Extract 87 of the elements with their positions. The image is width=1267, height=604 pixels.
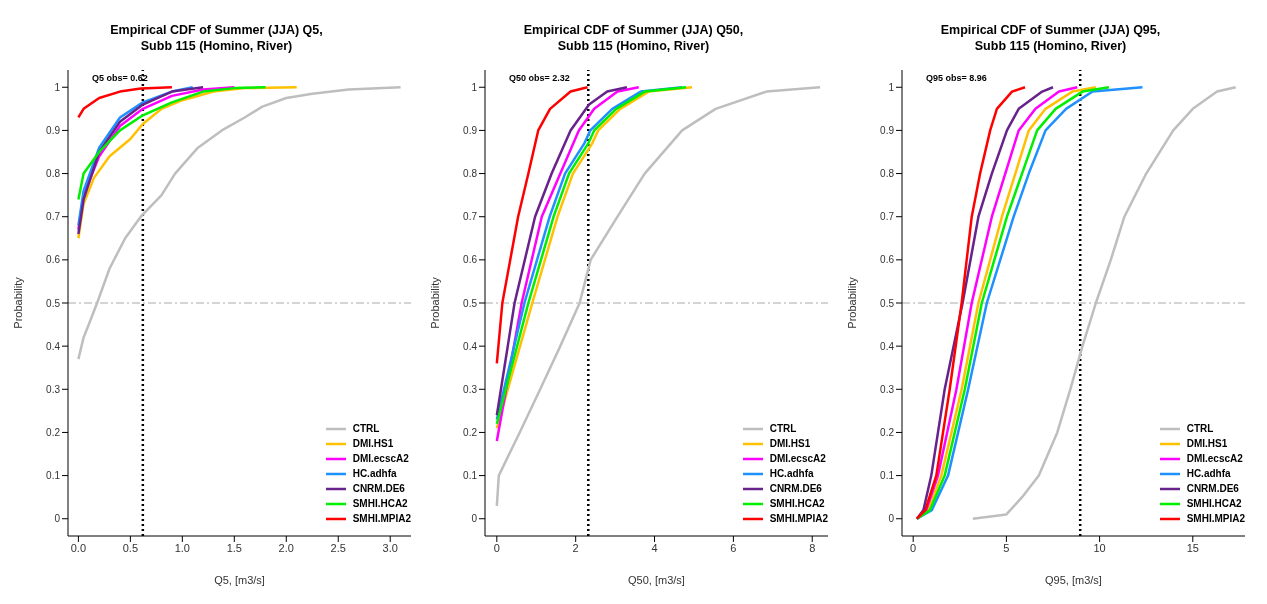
legend-label: CNRM.DE6 xyxy=(769,483,822,494)
x-tick-label: 10 xyxy=(1093,541,1106,554)
y-tick-label: 0.4 xyxy=(463,340,478,352)
y-tick-label: 0.3 xyxy=(46,383,61,395)
legend-label: CTRL xyxy=(1186,423,1214,434)
y-tick-label: 0.8 xyxy=(880,168,895,180)
legend-label: HC.adhfa xyxy=(1186,468,1231,479)
y-tick-label: 0.8 xyxy=(463,168,478,180)
legend-label: DMI.HS1 xyxy=(352,438,394,449)
x-tick-label: 0.0 xyxy=(70,541,87,554)
x-tick-label: 0.5 xyxy=(122,541,139,554)
line-series xyxy=(77,86,174,119)
y-tick-label: 1 xyxy=(471,81,478,93)
x-tick-label: 2.0 xyxy=(278,541,294,554)
annotation: Q95 obs= 8.96 xyxy=(926,73,987,83)
legend-label: DMI.HS1 xyxy=(1186,438,1228,449)
y-tick-label: 0.7 xyxy=(463,211,478,223)
y-tick-label: 1 xyxy=(54,81,61,93)
y-tick-label: 1 xyxy=(888,81,895,93)
y-tick-label: 0.5 xyxy=(463,297,478,309)
y-tick-label: 0.3 xyxy=(880,383,895,395)
y-axis-title: Probability xyxy=(845,276,858,329)
y-tick-label: 0.6 xyxy=(463,254,478,266)
y-axis-title: Probability xyxy=(11,276,24,329)
y-axis-title: Probability xyxy=(428,276,441,329)
y-tick-label: 0.2 xyxy=(463,426,478,438)
y-tick-label: 0.8 xyxy=(46,168,61,180)
line-series xyxy=(77,86,402,361)
x-tick-label: 0 xyxy=(910,541,917,554)
annotation: Q5 obs= 0.62 xyxy=(92,73,148,83)
legend-label: DMI.HS1 xyxy=(769,438,811,449)
legend-label: DMI.ecscA2 xyxy=(769,453,826,464)
y-tick-label: 0.9 xyxy=(880,124,895,136)
y-tick-label: 0.5 xyxy=(880,297,895,309)
y-tick-label: 0.3 xyxy=(463,383,478,395)
x-tick-label: 8 xyxy=(809,541,816,554)
legend-label: CTRL xyxy=(352,423,380,434)
y-tick-label: 0.9 xyxy=(46,124,61,136)
legend-label: SMHI.MPIA2 xyxy=(1186,513,1245,524)
x-axis-title: Q5, [m3/s] xyxy=(214,574,265,586)
x-tick-label: 6 xyxy=(730,541,737,554)
x-tick-label: 3.0 xyxy=(382,541,398,554)
legend-label: SMHI.HCA2 xyxy=(769,498,825,509)
legend-label: SMHI.MPIA2 xyxy=(769,513,828,524)
y-tick-label: 0.1 xyxy=(463,470,478,482)
x-tick-label: 1.5 xyxy=(226,541,242,554)
y-tick-label: 0.5 xyxy=(46,297,61,309)
y-tick-label: 0 xyxy=(888,513,895,525)
legend-label: HC.adhfa xyxy=(769,468,814,479)
y-tick-label: 0.9 xyxy=(463,124,478,136)
y-tick-label: 0 xyxy=(54,513,61,525)
legend-label: CTRL xyxy=(769,423,797,434)
chart-title: Empirical CDF of Summer (JJA) Q5, Subb 115 (Homino, River) xyxy=(109,22,324,54)
legend-label: SMHI.MPIA2 xyxy=(352,513,411,524)
x-tick-label: 0 xyxy=(493,541,500,554)
y-tick-label: 0.4 xyxy=(880,340,895,352)
y-tick-label: 0.1 xyxy=(46,470,61,482)
x-tick-label: 4 xyxy=(651,541,658,554)
x-tick-label: 2 xyxy=(572,541,579,554)
y-tick-label: 0.1 xyxy=(880,470,895,482)
y-tick-label: 0.4 xyxy=(46,340,61,352)
line-series xyxy=(495,86,589,365)
legend-label: SMHI.HCA2 xyxy=(352,498,408,509)
x-axis-title: Q50, [m3/s] xyxy=(628,574,685,586)
x-tick-label: 5 xyxy=(1003,541,1010,554)
line-series xyxy=(915,86,1027,520)
y-tick-label: 0.2 xyxy=(880,426,895,438)
x-axis-title: Q95, [m3/s] xyxy=(1045,574,1102,586)
legend-label: CNRM.DE6 xyxy=(1186,483,1239,494)
legend-label: HC.adhfa xyxy=(352,468,397,479)
annotation: Q50 obs= 2.32 xyxy=(509,73,570,83)
y-tick-label: 0.7 xyxy=(880,211,895,223)
x-tick-label: 2.5 xyxy=(330,541,346,554)
y-tick-label: 0.2 xyxy=(46,426,61,438)
legend-label: DMI.ecscA2 xyxy=(1186,453,1243,464)
y-tick-label: 0.6 xyxy=(46,254,61,266)
y-tick-label: 0.6 xyxy=(880,254,895,266)
line-series xyxy=(77,86,267,201)
y-tick-label: 0 xyxy=(471,513,478,525)
x-tick-label: 15 xyxy=(1186,541,1199,554)
y-tick-label: 0.7 xyxy=(46,211,61,223)
legend-label: DMI.ecscA2 xyxy=(352,453,409,464)
chart-title: Empirical CDF of Summer (JJA) Q95, Subb 115 (Homino, River) xyxy=(939,22,1162,54)
x-tick-label: 1.0 xyxy=(174,541,190,554)
legend-label: SMHI.HCA2 xyxy=(1186,498,1242,509)
chart-title: Empirical CDF of Summer (JJA) Q50, Subb 115 (Homino, River) xyxy=(522,22,745,54)
legend-label: CNRM.DE6 xyxy=(352,483,405,494)
